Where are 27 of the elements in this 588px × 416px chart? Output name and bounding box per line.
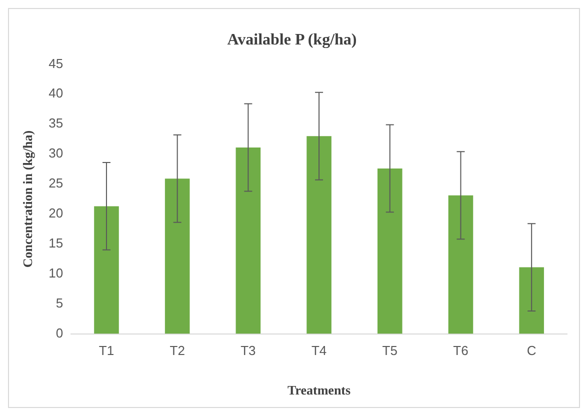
chart-title: Available P (kg/ha) [227,32,357,49]
y-tick-label: 45 [48,56,64,71]
x-tick-label: T1 [98,343,114,358]
x-tick-label: T6 [453,343,468,358]
x-axis-title: Treatments [288,382,351,398]
y-tick-label: 0 [56,325,64,340]
x-tick-label: C [526,343,536,358]
x-tick-label: T5 [382,343,398,358]
y-tick-label: 10 [48,265,64,280]
x-tick-label: T2 [170,343,185,358]
bar [94,206,119,334]
y-axis-title: Concentration in (kg/ha) [20,130,36,268]
x-tick-label: T3 [240,343,256,358]
y-tick-label: 25 [48,176,64,191]
bar [164,178,190,334]
y-tick-label: 20 [48,206,64,221]
bar [306,136,332,334]
bar [519,267,544,334]
y-tick-label: 30 [48,146,64,161]
y-tick-label: 15 [48,236,64,251]
y-tick-label: 5 [56,295,64,310]
y-tick-label: 35 [48,116,64,131]
bar [377,168,402,334]
bar [448,195,474,334]
y-tick-label: 40 [48,86,64,101]
x-tick-label: T4 [311,343,327,358]
bar [236,147,261,334]
